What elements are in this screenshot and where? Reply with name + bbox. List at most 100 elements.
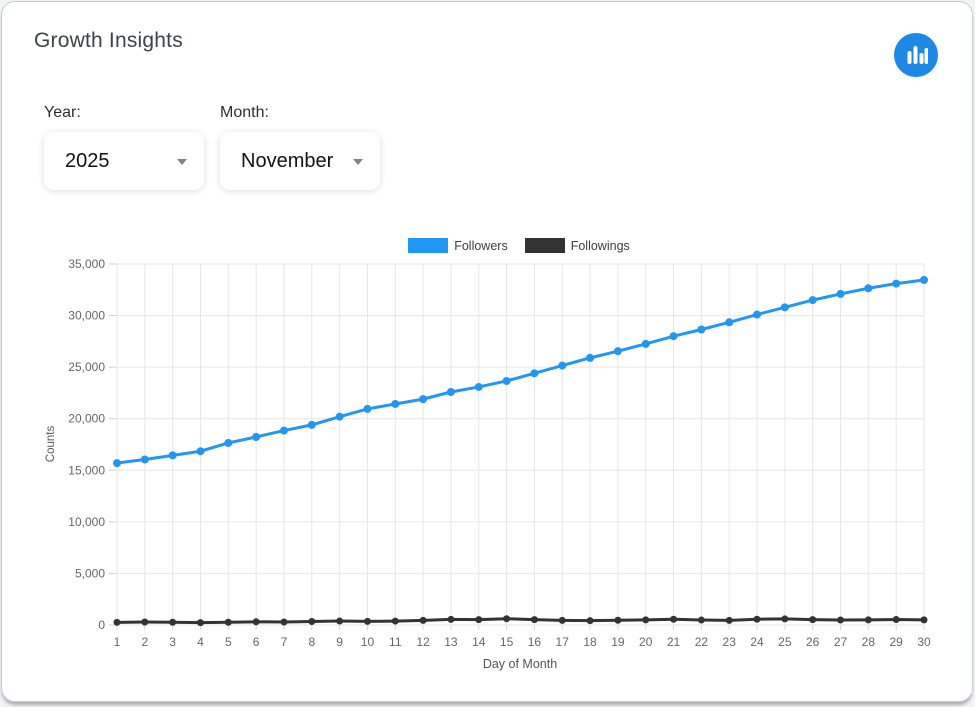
x-tick-label: 26	[806, 635, 820, 649]
x-tick-label: 1	[114, 635, 121, 649]
y-axis-title: Counts	[45, 426, 57, 463]
x-tick-label: 14	[472, 635, 486, 649]
chart-canvas: 1 2 3 4 5 6 7 8 9 10 11 12 13 14 15 16 17 18 19 20 21 22 23 24 2…	[45, 257, 931, 671]
filters-bar: Year: 2025 Month: November	[44, 104, 380, 190]
followers-point	[697, 325, 706, 334]
followings-point	[892, 616, 900, 624]
y-tick-label: 20,000	[68, 412, 105, 426]
followings-point	[614, 616, 622, 624]
x-tick-label: 25	[778, 635, 792, 649]
followings-point	[725, 616, 733, 624]
followers-point	[530, 369, 539, 378]
followers-point	[613, 347, 622, 356]
month-filter: Month: November	[220, 104, 380, 190]
x-axis-title: Day of Month	[483, 657, 557, 671]
followers-point	[753, 310, 762, 319]
y-tick-label: 35,000	[68, 257, 105, 271]
followers-point	[168, 451, 177, 460]
x-tick-label: 22	[695, 635, 709, 649]
x-tick-label: 4	[197, 635, 204, 649]
followings-point	[781, 615, 789, 623]
followers-point	[196, 447, 205, 456]
bar-chart-icon[interactable]	[894, 33, 938, 77]
x-tick-label: 20	[639, 635, 653, 649]
x-tick-label: 18	[583, 635, 597, 649]
followers-point	[669, 332, 678, 341]
followings-point	[753, 615, 761, 623]
followers-point	[725, 318, 734, 327]
followers-point	[224, 438, 233, 447]
followings-point	[558, 616, 566, 624]
followers-point	[808, 296, 817, 305]
followings-point	[475, 616, 483, 624]
x-tick-label: 19	[611, 635, 625, 649]
followers-point	[836, 289, 845, 298]
month-value: November	[241, 149, 334, 172]
legend-label: Followers	[454, 238, 508, 253]
followers-point	[502, 376, 511, 385]
y-tick-label: 15,000	[68, 463, 105, 477]
followers-point	[920, 275, 928, 284]
followers-point	[279, 426, 288, 435]
legend-item-followings[interactable]: Followings	[524, 238, 630, 253]
followings-point	[837, 616, 845, 624]
month-label: Month:	[220, 104, 269, 121]
followers-point	[307, 420, 316, 429]
chevron-down-icon	[177, 159, 187, 165]
x-tick-label: 15	[500, 635, 514, 649]
x-tick-label: 5	[225, 635, 232, 649]
followings-point	[642, 616, 650, 624]
followings-point	[113, 618, 121, 626]
followers-point	[586, 353, 595, 362]
x-tick-label: 7	[281, 635, 288, 649]
year-label: Year:	[44, 104, 81, 121]
followings-point	[670, 615, 678, 623]
followers-point	[140, 455, 149, 464]
followings-point	[419, 616, 427, 624]
x-tick-label: 13	[444, 635, 458, 649]
y-tick-label: 30,000	[68, 309, 105, 323]
followings-point	[169, 618, 177, 626]
y-tick-label: 10,000	[68, 515, 105, 529]
followers-point	[391, 399, 400, 408]
legend-swatch	[408, 238, 449, 253]
legend-label: Followings	[570, 238, 630, 253]
year-value: 2025	[65, 149, 110, 172]
chart-legend: Followers Followings	[33, 238, 975, 253]
followers-point	[892, 279, 901, 288]
followings-point	[224, 618, 232, 626]
y-tick-label: 5,000	[75, 566, 105, 580]
x-tick-label: 10	[361, 635, 375, 649]
year-select[interactable]: 2025	[44, 132, 204, 190]
bar-chart-glyph	[907, 46, 928, 64]
x-tick-label: 11	[389, 635, 402, 649]
legend-item-followers[interactable]: Followers	[408, 238, 508, 253]
month-select[interactable]: November	[220, 132, 380, 190]
x-tick-label: 17	[556, 635, 570, 649]
followings-point	[864, 616, 872, 624]
followers-point	[446, 388, 455, 397]
followers-point	[252, 432, 261, 441]
followers-point	[363, 404, 372, 413]
followings-line	[115, 617, 926, 625]
x-tick-label: 24	[750, 635, 764, 649]
growth-chart: Followers Followings 1 2 3 4 5 6 7 8 9 10 11 12 13 14 1…	[2, 227, 974, 687]
followings-point	[920, 616, 928, 624]
x-tick-label: 28	[862, 635, 876, 649]
x-tick-label: 16	[528, 635, 542, 649]
followers-point	[641, 339, 650, 348]
followers-point	[780, 303, 789, 312]
followings-point	[503, 615, 511, 623]
followings-point	[530, 616, 538, 624]
x-tick-label: 27	[834, 635, 848, 649]
followings-point	[252, 618, 260, 626]
followings-point	[697, 616, 705, 624]
x-tick-label: 21	[667, 635, 681, 649]
followers-point	[335, 412, 344, 421]
x-tick-label: 30	[917, 635, 931, 649]
page-title: Growth Insights	[34, 29, 183, 52]
followings-point	[391, 617, 399, 625]
followers-line	[115, 278, 926, 465]
followings-point	[141, 618, 149, 626]
followers-point	[558, 361, 567, 370]
